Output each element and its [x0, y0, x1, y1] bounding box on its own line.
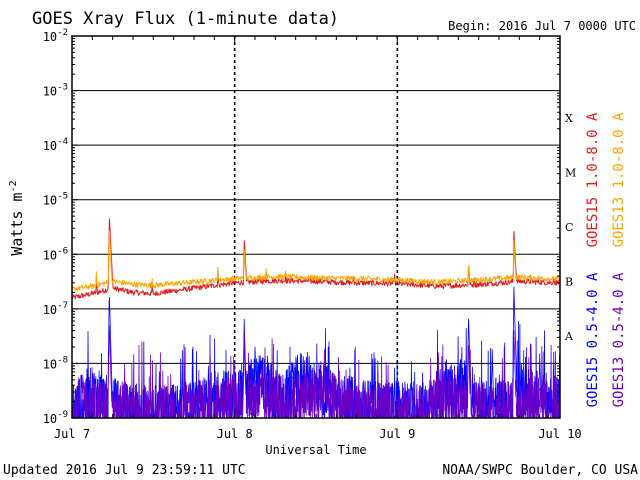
- series-line-2: [71, 286, 561, 418]
- legend: GOES15 1.0-8.0 A GOES13 1.0-8.0 A GOES15 0…: [585, 112, 627, 407]
- x-tick-label: Jul 9: [379, 427, 415, 441]
- flare-class-label: A: [564, 330, 574, 343]
- y-tick-label-sup: -3: [57, 83, 68, 93]
- y-tick-label-sup: -7: [57, 301, 68, 311]
- flare-class-label: M: [565, 166, 576, 179]
- y-tick-label-base: 10: [43, 30, 57, 44]
- flare-class-label: B: [565, 276, 573, 289]
- y-tick-label-sup: -5: [57, 192, 68, 202]
- y-tick-label: 10-4: [43, 137, 68, 153]
- y-tick-label: 10-5: [43, 192, 68, 208]
- y-tick-label-sup: -6: [57, 246, 68, 256]
- y-tick-label: 10-7: [43, 301, 68, 317]
- y-tick-label-base: 10: [43, 194, 57, 208]
- y-tick-label-sup: -9: [57, 410, 68, 420]
- y-tick-label-base: 10: [43, 139, 57, 153]
- data-source: NOAA/SWPC Boulder, CO USA: [442, 463, 638, 478]
- x-tick-label: Jul 8: [217, 427, 253, 441]
- legend-entry-0: GOES15 1.0-8.0 A: [585, 112, 601, 247]
- chart-title: GOES Xray Flux (1-minute data): [32, 9, 339, 29]
- y-tick-label-base: 10: [43, 248, 57, 262]
- x-tick-label: Jul 10: [538, 427, 581, 441]
- flare-class-label: X: [565, 112, 573, 125]
- series-line-1: [71, 230, 561, 292]
- y-tick-label-base: 10: [43, 303, 57, 317]
- x-tick-label: Jul 7: [54, 427, 90, 441]
- y-tick-label: 10-8: [43, 355, 68, 371]
- x-axis-label: Universal Time: [265, 443, 366, 457]
- y-tick-label: 10-9: [43, 410, 68, 426]
- y-axis-label-text: Watts m: [8, 192, 26, 255]
- legend-entry-1: GOES13 1.0-8.0 A: [611, 112, 627, 247]
- y-axis-label-sup: -2: [8, 180, 19, 192]
- flare-class-label: C: [565, 221, 573, 234]
- y-tick-label-base: 10: [43, 85, 57, 99]
- y-tick-label-sup: -8: [57, 355, 68, 365]
- y-axis-label: Watts m-2: [8, 180, 26, 255]
- y-tick-label-sup: -4: [57, 137, 68, 147]
- legend-entry-2: GOES15 0.5-4.0 A: [585, 272, 601, 407]
- legend-entry-3: GOES13 0.5-4.0 A: [611, 272, 627, 407]
- y-tick-label: 10-3: [43, 83, 68, 99]
- y-tick-label-base: 10: [43, 357, 57, 371]
- y-tick-label-sup: -2: [57, 28, 68, 38]
- y-tick-label-base: 10: [43, 412, 57, 426]
- series-line-0: [71, 218, 561, 300]
- y-tick-label: 10-6: [43, 246, 68, 262]
- begin-label: Begin: 2016 Jul 7 0000 UTC: [448, 19, 636, 33]
- updated-timestamp: Updated 2016 Jul 9 23:59:11 UTC: [3, 463, 246, 478]
- y-tick-label: 10-2: [43, 28, 68, 44]
